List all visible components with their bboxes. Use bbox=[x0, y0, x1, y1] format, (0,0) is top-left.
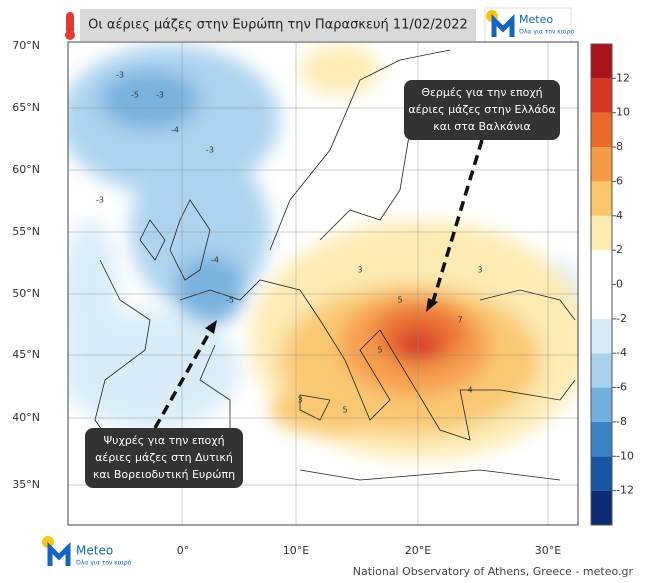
map-frame bbox=[67, 41, 579, 526]
contour-label: 5 bbox=[377, 346, 382, 355]
colorbar-tick-label: -10 bbox=[616, 449, 634, 462]
logo-name: Meteo bbox=[519, 13, 553, 26]
footer-logo-name: Meteo bbox=[76, 544, 113, 558]
warm-annotation: αέριες μάζες στην Ελλάδα bbox=[408, 103, 555, 116]
contour-label: -3 bbox=[156, 91, 164, 100]
lat-label: 35°N bbox=[12, 478, 40, 491]
lon-label: 10°E bbox=[283, 544, 309, 557]
logo-mark bbox=[491, 13, 515, 37]
colorbar-tick-label: 4 bbox=[616, 209, 623, 222]
contour-label: -3 bbox=[116, 71, 124, 80]
warm-arrow bbox=[430, 139, 484, 306]
colorbar-tick-label: 12 bbox=[616, 71, 630, 84]
cold-annotation: και Βορειοδυτική Ευρώπη bbox=[93, 468, 235, 481]
lat-label: 70°N bbox=[12, 39, 40, 52]
colorbar-tick-label: 6 bbox=[616, 174, 623, 187]
colorbar-segment bbox=[591, 250, 612, 285]
colorbar-tick-label: -8 bbox=[616, 415, 627, 428]
contour-label: 3 bbox=[297, 396, 302, 405]
footer-logo-tagline: Όλα για τον καιρό bbox=[75, 560, 132, 567]
logo-tagline: Όλα για τον καιρό bbox=[518, 29, 575, 36]
contour-label: -4 bbox=[171, 126, 179, 135]
colorbar-segment bbox=[591, 112, 612, 148]
colorbar-segment bbox=[591, 421, 612, 457]
warm-annotation-box bbox=[404, 80, 560, 140]
cold-arrowhead bbox=[205, 320, 217, 334]
thermometer-bulb bbox=[65, 30, 75, 40]
lat-label: 60°N bbox=[12, 163, 40, 176]
footer-logo-mark bbox=[47, 541, 71, 566]
colorbar-tick-label: 0 bbox=[616, 278, 623, 291]
coastlines bbox=[94, 49, 576, 481]
colorbar-segment bbox=[591, 353, 612, 388]
title-box bbox=[80, 9, 476, 41]
contour-label: -5 bbox=[226, 296, 234, 305]
contour-label: -3 bbox=[96, 196, 104, 205]
colorbar-tick-label: 2 bbox=[616, 243, 623, 256]
contour-label: 4 bbox=[467, 386, 472, 395]
contour-label: 5 bbox=[397, 296, 402, 305]
warm-annotation: Θερμές για την εποχή bbox=[421, 86, 542, 99]
colorbar-segment bbox=[591, 215, 612, 251]
colorbar-segment bbox=[591, 78, 612, 113]
colorbar-segment bbox=[591, 44, 612, 79]
title: Οι αέριες μάζες στην Ευρώπη την Παρασκευ… bbox=[88, 18, 468, 33]
colorbar-tick-label: 10 bbox=[616, 106, 630, 119]
footer-logo-sun bbox=[42, 536, 54, 548]
contour-label: -5 bbox=[131, 91, 139, 100]
cold-annotation: αέριες μάζες στη Δυτική bbox=[95, 451, 233, 464]
lon-label: 30°E bbox=[535, 544, 561, 557]
contour-label: 5 bbox=[342, 406, 347, 415]
warm-arrowhead bbox=[426, 298, 438, 312]
lat-label: 40°N bbox=[12, 411, 40, 424]
colorbar-tick-label: -2 bbox=[616, 312, 627, 325]
colorbar-segment bbox=[591, 490, 612, 525]
contour-label: 7 bbox=[457, 316, 462, 325]
cold-annotation: Ψυχρές για την εποχή bbox=[103, 434, 224, 447]
colorbar-tick-label: 8 bbox=[616, 140, 623, 153]
colorbar-tick-label: -6 bbox=[616, 381, 627, 394]
colorbar-segment bbox=[591, 181, 612, 216]
credit: National Observatory of Athens, Greece -… bbox=[353, 565, 634, 578]
contour-label: -4 bbox=[211, 256, 219, 265]
colorbar-segment bbox=[591, 147, 612, 182]
warm-annotation: και στα Βαλκάνια bbox=[433, 120, 530, 133]
lat-label: 50°N bbox=[12, 287, 40, 300]
cold-annotation-box bbox=[85, 428, 243, 488]
lon-label: 20°E bbox=[405, 544, 431, 557]
contour-label: 3 bbox=[357, 266, 362, 275]
lat-label: 55°N bbox=[12, 225, 40, 238]
lat-label: 45°N bbox=[12, 348, 40, 361]
colorbar-tick-label: -4 bbox=[616, 346, 627, 359]
colorbar-segment bbox=[591, 456, 612, 491]
colorbar-segment bbox=[591, 387, 612, 422]
contour-label: 3 bbox=[477, 266, 482, 275]
lat-label: 65°N bbox=[12, 101, 40, 114]
colorbar-segment bbox=[591, 318, 612, 354]
contour-label: -3 bbox=[206, 146, 214, 155]
thermometer-icon bbox=[66, 12, 74, 34]
cold-arrow bbox=[153, 327, 214, 429]
lon-label: 0° bbox=[177, 544, 190, 557]
colorbar-tick-label: -12 bbox=[616, 484, 634, 497]
colorbar-segment bbox=[591, 284, 612, 319]
